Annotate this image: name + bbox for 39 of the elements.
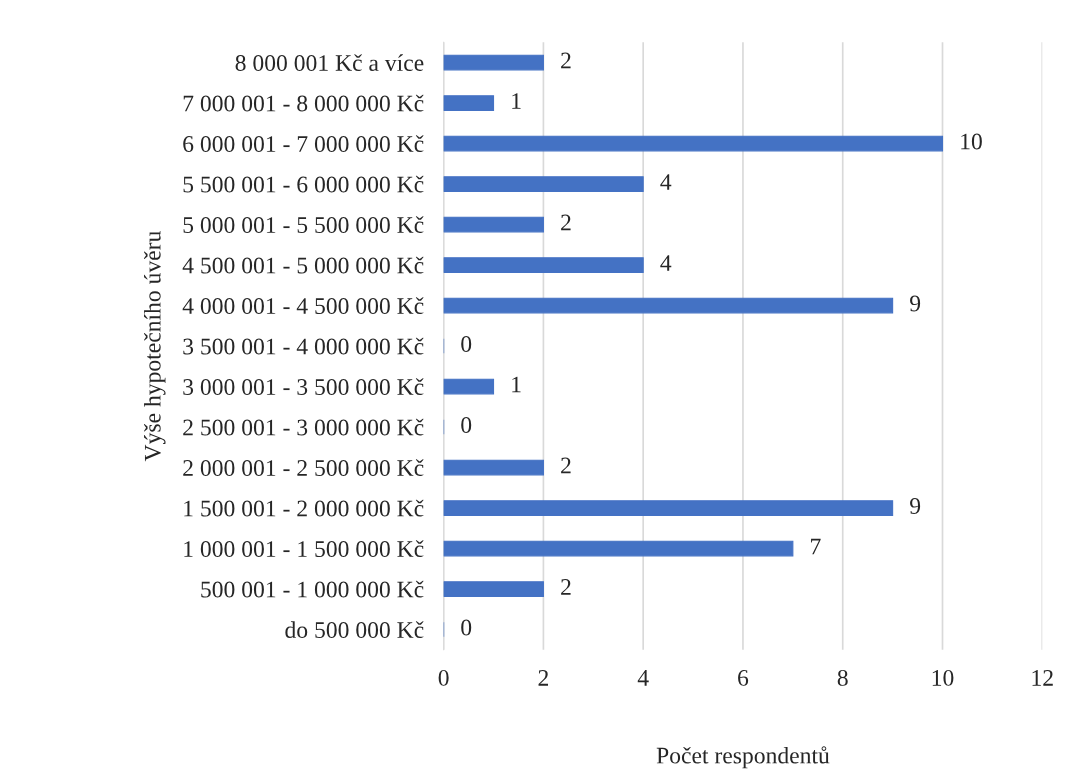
data-label: 0 xyxy=(461,336,472,352)
x-tick-label: 8 xyxy=(837,669,848,686)
y-tick-label: 3 500 001 - 4 000 000 Kč xyxy=(183,337,424,355)
y-axis-title: Výše hypotečního úvěru xyxy=(144,231,166,462)
y-tick-label: 4 000 001 - 4 500 000 Kč xyxy=(182,297,424,314)
x-tick-label: 4 xyxy=(637,670,649,686)
data-label: 9 xyxy=(910,498,921,514)
x-tick-label: 0 xyxy=(438,669,449,686)
data-label: 1 xyxy=(512,376,521,393)
y-tick-label: 2 500 001 - 3 000 000 Kč xyxy=(183,418,424,436)
data-label: 4 xyxy=(660,255,672,271)
y-tick-label: 1 000 001 - 1 500 000 Kč xyxy=(184,540,424,557)
data-label: 7 xyxy=(811,538,821,555)
x-tick-label: 6 xyxy=(738,670,749,686)
x-tick-label: 12 xyxy=(1032,670,1053,686)
data-label: 9 xyxy=(910,295,921,312)
y-tick-label: do 500 000 Kč xyxy=(285,621,424,638)
data-label: 2 xyxy=(561,579,571,595)
x-tick-label: 2 xyxy=(538,670,549,686)
y-tick-label: 2 000 001 - 2 500 000 Kč xyxy=(183,459,424,476)
y-tick-label: 6 000 001 - 7 000 000 Kč xyxy=(183,135,424,152)
y-tick-label: 5 000 001 - 5 500 000 Kč xyxy=(183,216,424,233)
y-tick-label: 500 001 - 1 000 000 Kč xyxy=(201,580,424,598)
data-label: 4 xyxy=(660,174,672,190)
data-label: 2 xyxy=(561,457,571,474)
data-label: 10 xyxy=(961,133,982,150)
y-tick-label: 4 500 001 - 5 000 000 Kč xyxy=(182,256,424,274)
y-tick-label: 1 500 001 - 2 000 000 Kč xyxy=(184,499,424,517)
y-tick-label: 8 000 001 Kč a více xyxy=(235,54,424,71)
x-tick-label: 10 xyxy=(932,669,954,686)
y-tick-label: 7 000 001 - 8 000 000 Kč xyxy=(183,94,424,112)
x-axis-title: Počet respondentů xyxy=(656,746,830,769)
data-label: 2 xyxy=(561,52,571,69)
y-tick-label: 5 500 001 - 6 000 000 Kč xyxy=(183,175,424,193)
y-tick-label: 3 000 001 - 3 500 000 Kč xyxy=(183,378,424,395)
data-label: 2 xyxy=(561,214,571,231)
data-label: 0 xyxy=(461,619,472,636)
data-label: 0 xyxy=(461,417,472,433)
data-label: 1 xyxy=(512,93,521,109)
